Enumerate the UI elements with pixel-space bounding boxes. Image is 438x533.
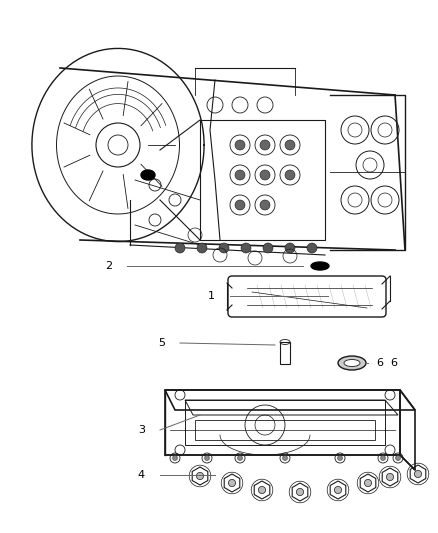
Text: 3: 3 bbox=[138, 425, 145, 435]
Circle shape bbox=[205, 456, 209, 461]
Circle shape bbox=[381, 456, 385, 461]
Circle shape bbox=[386, 473, 394, 481]
Circle shape bbox=[197, 243, 207, 253]
Ellipse shape bbox=[141, 170, 155, 180]
Text: 6: 6 bbox=[390, 358, 397, 368]
Ellipse shape bbox=[344, 359, 360, 367]
Text: 1: 1 bbox=[208, 291, 215, 301]
Circle shape bbox=[364, 479, 371, 487]
Text: 6: 6 bbox=[376, 358, 383, 368]
Text: 5: 5 bbox=[158, 338, 165, 348]
Circle shape bbox=[258, 487, 265, 494]
Circle shape bbox=[285, 140, 295, 150]
Circle shape bbox=[237, 456, 243, 461]
Text: 2: 2 bbox=[105, 261, 112, 271]
Circle shape bbox=[285, 170, 295, 180]
Circle shape bbox=[334, 487, 342, 494]
Circle shape bbox=[260, 170, 270, 180]
Circle shape bbox=[260, 200, 270, 210]
Circle shape bbox=[285, 243, 295, 253]
Circle shape bbox=[241, 243, 251, 253]
Circle shape bbox=[414, 471, 422, 478]
Circle shape bbox=[219, 243, 229, 253]
Circle shape bbox=[228, 479, 236, 487]
Circle shape bbox=[235, 140, 245, 150]
Circle shape bbox=[297, 488, 304, 496]
Circle shape bbox=[235, 200, 245, 210]
Circle shape bbox=[260, 140, 270, 150]
Circle shape bbox=[173, 456, 177, 461]
Circle shape bbox=[263, 243, 273, 253]
Circle shape bbox=[175, 243, 185, 253]
Ellipse shape bbox=[311, 262, 329, 270]
Circle shape bbox=[396, 456, 400, 461]
Circle shape bbox=[307, 243, 317, 253]
Text: 4: 4 bbox=[138, 470, 145, 480]
Circle shape bbox=[235, 170, 245, 180]
Ellipse shape bbox=[338, 356, 366, 370]
Circle shape bbox=[338, 456, 343, 461]
Circle shape bbox=[283, 456, 287, 461]
Bar bbox=[280, 342, 290, 364]
Circle shape bbox=[196, 472, 204, 480]
